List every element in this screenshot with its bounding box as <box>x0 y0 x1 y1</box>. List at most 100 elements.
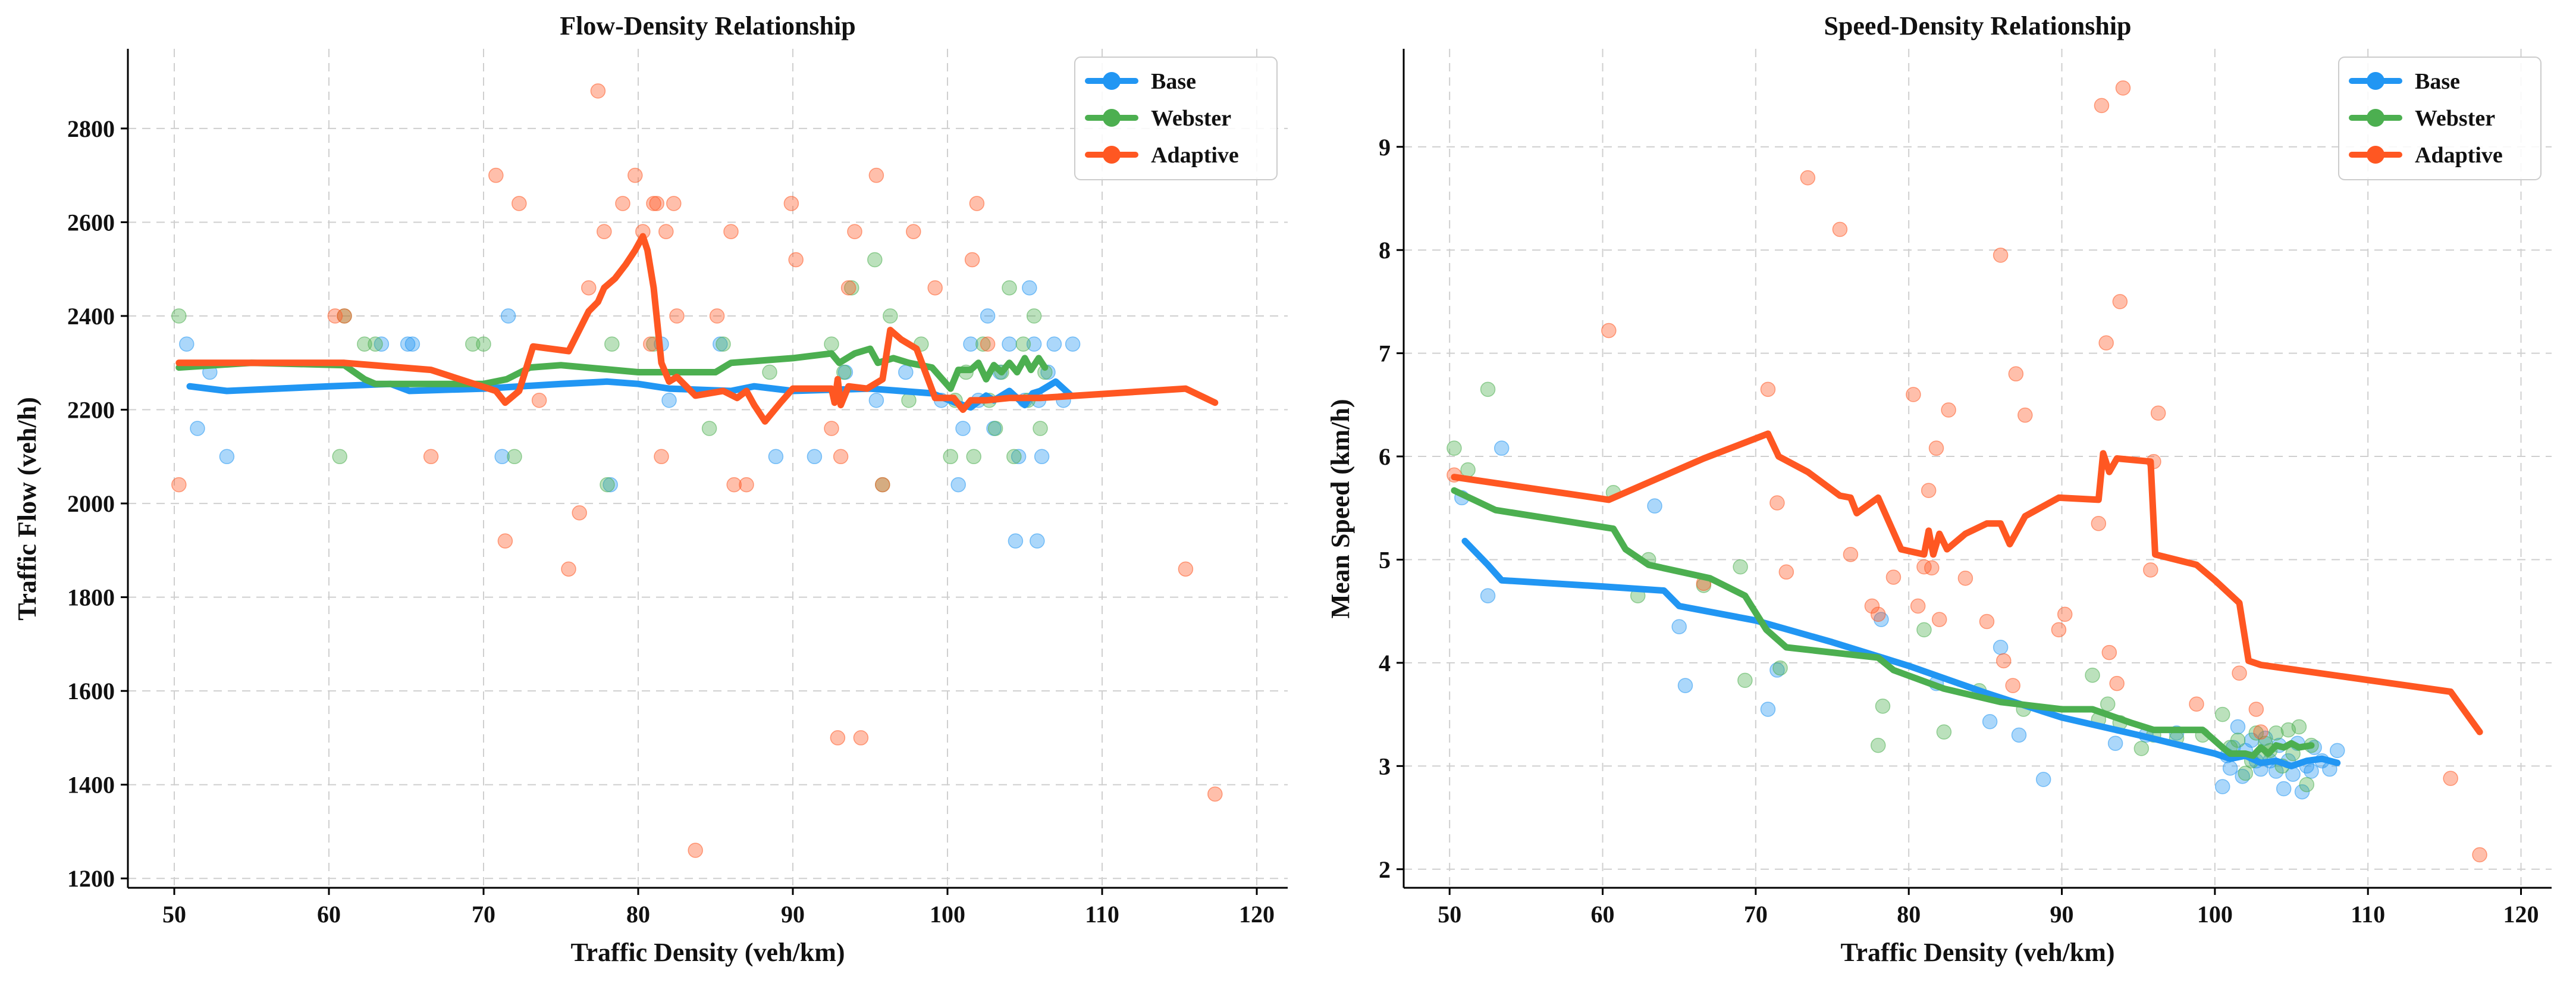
flow-density-x-tick-label: 120 <box>1239 901 1275 928</box>
flow-density-adaptive-point <box>726 477 742 493</box>
flow-density-legend-marker-base <box>1103 72 1121 90</box>
speed-density-adaptive-point <box>1832 221 1848 237</box>
flow-density-webster-point <box>1015 336 1031 352</box>
speed-density-adaptive-point <box>1843 547 1859 562</box>
flow-density-webster-point <box>368 336 383 352</box>
speed-density-adaptive-point <box>1760 381 1776 397</box>
flow-density-adaptive-point <box>597 224 612 239</box>
speed-density-adaptive-point <box>1979 613 1995 630</box>
flow-density-axes <box>127 49 1288 889</box>
flow-density-webster-point <box>357 336 372 352</box>
flow-density-webster-point <box>716 336 731 352</box>
flow-density-y-tick-label: 2400 <box>67 303 115 330</box>
flow-density-legend-label-adaptive: Adaptive <box>1151 143 1239 168</box>
flow-density-x-tick-label: 110 <box>1085 901 1119 928</box>
flow-density-y-tick-label: 1600 <box>67 678 115 705</box>
flow-density-scatter <box>171 83 1223 858</box>
flow-density-webster-point <box>171 308 187 324</box>
speed-density-adaptive-point <box>2098 335 2114 351</box>
flow-density-adaptive-point <box>927 280 943 296</box>
flow-density-adaptive-point <box>649 196 664 211</box>
flow-density-y-axis-label: Traffic Flow (veh/h) <box>12 397 42 621</box>
speed-density-title: Speed-Density Relationship <box>1824 11 2131 40</box>
speed-density-base-point <box>1760 702 1776 717</box>
flow-density-adaptive-point <box>824 421 839 436</box>
speed-density-adaptive-point <box>2005 678 2020 693</box>
flow-density-legend-label-base: Base <box>1151 69 1196 94</box>
speed-density-panel: 50 60 70 80 90 100 110 120 2 3 4 5 6 7 8 9 Speed-Densit… <box>1326 11 2552 967</box>
flow-density-adaptive-point <box>423 449 439 465</box>
speed-density-adaptive-point <box>2091 516 2107 531</box>
flow-density-x-tick-label: 100 <box>930 901 965 928</box>
flow-density-base-point <box>868 393 884 408</box>
speed-density-webster-point <box>1733 559 1748 575</box>
speed-density-webster-point <box>2133 741 2150 756</box>
flow-density-adaptive-point <box>783 196 799 211</box>
speed-density-adaptive-point <box>1885 569 1902 585</box>
flow-density-base-point <box>400 336 416 352</box>
flow-density-adaptive-point <box>788 252 804 268</box>
flow-density-base-point <box>374 336 390 352</box>
flow-density-adaptive-point <box>980 336 996 352</box>
speed-density-legend-label-adaptive: Adaptive <box>2415 143 2503 168</box>
speed-density-webster-point <box>2248 725 2264 741</box>
flow-density-adaptive-point <box>572 505 587 521</box>
speed-density-base-point <box>1493 440 1510 456</box>
speed-density-base-point <box>1671 619 1687 634</box>
flow-density-base-point <box>404 336 421 352</box>
speed-density-webster-point <box>1480 381 1496 397</box>
flow-density-adaptive-point <box>833 449 849 465</box>
speed-density-x-tick-label: 120 <box>2503 901 2539 928</box>
speed-density-adaptive-point <box>1928 440 1944 456</box>
speed-density-x-axis-label: Traffic Density (veh/km) <box>1840 938 2114 967</box>
speed-density-webster-point <box>1460 462 1476 478</box>
flow-density-y-tick-label: 2000 <box>67 490 115 517</box>
speed-density-adaptive-point <box>2051 622 2067 638</box>
flow-density-base-point <box>1011 449 1027 465</box>
flow-density-adaptive-point <box>658 224 674 239</box>
flow-density-base-point <box>1026 336 1042 352</box>
flow-density-base-point <box>898 364 914 380</box>
flow-density-adaptive-point <box>739 477 754 493</box>
speed-density-y-tick-label: 5 <box>1379 546 1391 573</box>
speed-density-webster-point <box>2291 719 2307 735</box>
flow-density-base-point <box>1046 336 1062 352</box>
flow-density-adaptive-point <box>615 196 630 211</box>
speed-density-base-point <box>1647 498 1662 514</box>
speed-density-axes <box>1402 49 2552 889</box>
flow-density-base-point <box>1065 336 1081 352</box>
flow-density-base-point <box>661 393 677 408</box>
speed-density-scatter <box>1447 80 2487 863</box>
flow-density-legend: Base Webster Adaptive <box>1074 57 1278 180</box>
speed-density-adaptive-point <box>2109 675 2125 691</box>
flow-density-base-point <box>179 336 194 352</box>
flow-density-adaptive-line <box>175 233 1219 425</box>
speed-density-adaptive-point <box>1995 653 2012 669</box>
speed-density-base-point <box>1677 678 1693 693</box>
flow-density-base-point <box>500 308 516 324</box>
flow-density-webster-point <box>883 308 898 324</box>
speed-density-adaptive-point <box>1941 402 1956 418</box>
flow-density-base-point <box>963 336 978 352</box>
flow-density-webster-point <box>604 336 620 352</box>
flow-density-adaptive-point <box>964 252 980 268</box>
speed-density-legend-marker-webster <box>2367 109 2384 127</box>
flow-density-webster-point <box>701 421 717 436</box>
speed-density-y-tick-label: 3 <box>1379 753 1391 779</box>
flow-density-adaptive-point <box>643 336 658 352</box>
flow-density-x-tick-label: 90 <box>781 901 805 928</box>
speed-density-base-point <box>2235 768 2250 784</box>
flow-density-base-point <box>190 421 205 436</box>
flow-density-x-tick-label: 70 <box>472 901 495 928</box>
flow-density-adaptive-point <box>488 167 504 183</box>
speed-density-webster-point <box>1772 660 1788 676</box>
speed-density-base-point <box>2276 781 2292 797</box>
speed-density-legend-marker-base <box>2367 72 2384 90</box>
speed-density-lines <box>1451 430 2483 769</box>
flow-density-adaptive-point <box>171 477 187 493</box>
flow-density-y-tick-label: 1400 <box>67 772 115 799</box>
speed-density-x-tick-label: 70 <box>1744 901 1768 928</box>
flow-density-base-point <box>1034 449 1050 465</box>
flow-density-adaptive-point <box>581 280 597 296</box>
speed-density-legend-box <box>2338 57 2542 180</box>
